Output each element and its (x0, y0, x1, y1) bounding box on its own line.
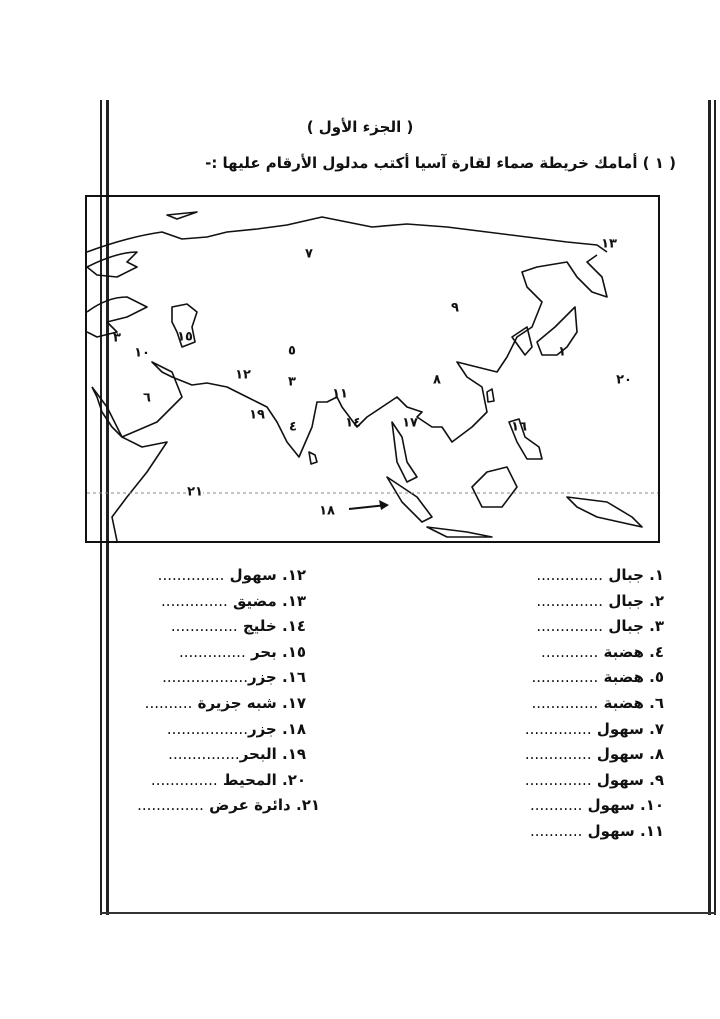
coastline-med (87, 296, 148, 338)
philippines (508, 418, 543, 460)
map-label: ٣ (288, 374, 296, 390)
island-novaya (166, 211, 198, 220)
question-text: ( ١ ) أمامك خريطة صماء لقارة آسيا أكتب م… (205, 154, 676, 172)
page-border-right-outer (714, 100, 716, 915)
map-label: ٥ (288, 343, 296, 359)
map-label: ١٣ (601, 236, 617, 252)
list-item: ٥. هضبة .............. (531, 668, 665, 687)
terms-list-left: ١٢. سهول .............. ١٣. مضيق .......… (137, 563, 320, 819)
list-item: ١. جبال .............. (536, 566, 664, 584)
map-label: ١٥ (177, 329, 193, 345)
coastline-north (87, 216, 608, 253)
sri-lanka (308, 451, 318, 465)
list-item: ٦. هضبة .............. (531, 693, 665, 712)
list-item: ٨. سهول .............. (524, 745, 664, 764)
map-label: ٢٠ (616, 372, 632, 388)
map-label: ٣ (113, 330, 121, 346)
list-item: ١٧. شبه جزيرة .......... (144, 693, 306, 712)
map-label: ١٦ (511, 419, 527, 435)
list-item: ١٦. جزر.................. (162, 668, 306, 687)
page-border-left-inner (106, 100, 109, 915)
coastline-scandinavia (87, 251, 138, 278)
sumatra (386, 476, 433, 523)
map-label: ٩ (451, 300, 459, 316)
list-item: ١١. سهول ........... (529, 821, 664, 840)
map-label: ١٤ (345, 415, 361, 431)
page-border-right-inner (708, 100, 711, 915)
caspian-sea (171, 303, 198, 348)
map-label: ١٨ (319, 503, 335, 519)
list-item: ٤. هضبة ............ (541, 642, 664, 661)
malay-peninsula (391, 421, 418, 483)
map-label: ١٧ (402, 415, 418, 431)
map-label: ١ (558, 344, 566, 360)
map-label: ٨ (433, 372, 441, 388)
list-item: ١٠. سهول ........... (529, 796, 664, 815)
map-label: ٧ (305, 246, 313, 262)
map-label: ١٩ (249, 407, 265, 423)
asia-blank-map: ٧ ١٣ ٩ ١ ٢٠ ٥ ٨ ١٢ ٣ ١١ ١٥ ٣ ١٠ ٦ ١٩ ٤ ١… (85, 195, 660, 543)
java (426, 526, 493, 538)
page-border-left-outer (100, 100, 102, 915)
list-item: ٢١. دائرة عرض .............. (137, 796, 320, 815)
map-outline (87, 211, 658, 541)
coastline-east (91, 254, 608, 458)
terms-list-right: ١. جبال .............. ٢. جبال .........… (525, 563, 664, 845)
map-label: ١١ (332, 386, 348, 402)
coastline-africa (91, 386, 168, 541)
list-item: ١٥. بحر .............. (178, 642, 306, 661)
list-item: ١٩. البحر............... (168, 745, 306, 764)
list-item: ٢٠. المحيط .............. (150, 770, 306, 789)
list-item: ١٨. جزر................. (166, 719, 306, 738)
list-item: ١٢. سهول .............. (157, 566, 306, 584)
taiwan (486, 388, 495, 403)
map-label: ١٠ (134, 345, 150, 361)
map-label: ١٢ (235, 367, 251, 383)
list-item: ٩. سهول .............. (524, 770, 664, 789)
new-guinea (566, 496, 643, 528)
arrow-18-head (379, 500, 389, 510)
map-label: ٢١ (187, 484, 203, 500)
list-item: ١٣. مضيق .............. (161, 591, 306, 610)
section-title: ( الجزء الأول ) (306, 118, 414, 136)
borneo (471, 466, 518, 508)
korea (511, 326, 533, 356)
page-border-bottom (100, 912, 716, 914)
map-label: ٦ (143, 390, 151, 406)
japan (536, 306, 578, 356)
list-item: ٣. جبال .............. (536, 617, 664, 636)
list-item: ٢. جبال .............. (536, 591, 664, 610)
list-item: ١٤. خليج .............. (170, 617, 306, 636)
list-item: ٧. سهول .............. (524, 719, 664, 738)
map-label: ٤ (289, 419, 297, 435)
